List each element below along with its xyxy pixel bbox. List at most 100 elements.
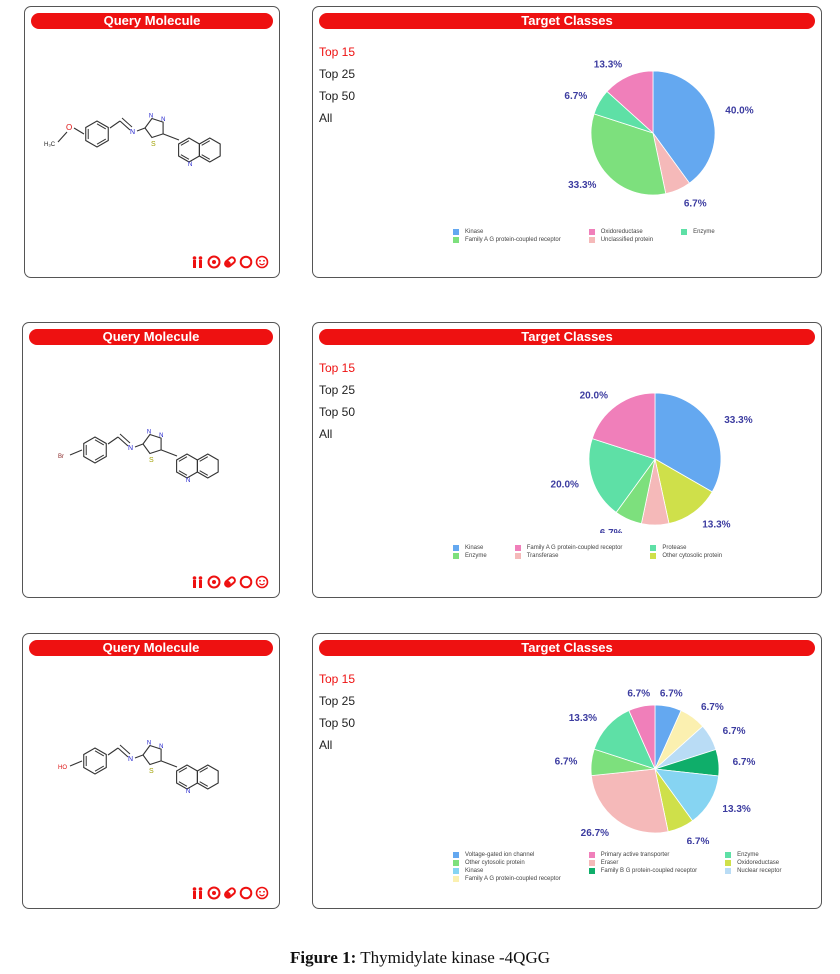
quinoline-pyridine-ring <box>178 137 200 163</box>
slice-label: 26.7% <box>581 828 609 839</box>
slice-label: 13.3% <box>722 804 750 815</box>
option-all[interactable]: All <box>319 111 333 125</box>
option-top-50[interactable]: Top 50 <box>319 89 356 103</box>
people-icon[interactable] <box>191 255 205 269</box>
substituent-label: HO <box>58 765 67 771</box>
molecule-drawing: O H₃C N N N S N <box>44 113 221 168</box>
legend-label: Enzyme <box>693 229 715 235</box>
pie-slice-family-a-g-protein-coupled-receptor[interactable] <box>590 113 667 196</box>
pie-slice-eraser[interactable] <box>590 768 669 834</box>
legend-item[interactable]: Family A G protein-coupled receptor <box>453 237 561 243</box>
legend-swatch <box>650 553 657 559</box>
slice-label: 6.7% <box>660 689 683 700</box>
option-top-50[interactable]: Top 50 <box>319 716 356 730</box>
legend-label: Kinase <box>465 868 484 874</box>
ring-icon[interactable] <box>239 255 253 269</box>
option-all[interactable]: All <box>319 738 333 752</box>
option-all[interactable]: All <box>319 427 333 441</box>
top-n-options: Top 15 Top 25 Top 50 All <box>319 357 355 445</box>
ring-icon[interactable] <box>239 575 253 589</box>
pie-slice-enzyme[interactable] <box>593 710 656 770</box>
slice-label: 6.7% <box>564 91 587 102</box>
legend-label: Family A G protein-coupled receptor <box>465 876 561 882</box>
legend-item[interactable]: Nuclear receptor <box>725 868 781 874</box>
top-n-options: Top 15 Top 25 Top 50 All <box>319 41 355 129</box>
molecule-drawing: HO N N N S N <box>58 740 219 795</box>
option-top-25[interactable]: Top 25 <box>319 67 356 81</box>
legend-label: Oxidoreductase <box>600 229 643 235</box>
target-icon[interactable] <box>207 886 221 900</box>
legend-swatch <box>453 868 459 874</box>
legend-item[interactable]: Enzyme <box>453 553 487 559</box>
option-top-15[interactable]: Top 15 <box>319 672 356 686</box>
option-top-15[interactable]: Top 15 <box>319 45 356 59</box>
legend-label: Nuclear receptor <box>737 868 782 874</box>
option-top-15[interactable]: Top 15 <box>319 361 356 375</box>
legend-item[interactable]: Enzyme <box>725 852 781 858</box>
smiley-icon[interactable] <box>255 255 269 269</box>
legend-item[interactable]: Other cytosolic protein <box>650 553 722 559</box>
legend-item[interactable]: Protease <box>650 545 722 551</box>
legend-item[interactable]: Family B G protein-coupled receptor <box>588 868 697 874</box>
top-n-options: Top 15 Top 25 Top 50 All <box>319 668 355 756</box>
legend-label: Primary active transporter <box>600 852 670 858</box>
quinoline-pyridine-ring <box>176 764 198 790</box>
legend-item[interactable]: Oxidoreductase <box>588 229 653 235</box>
target-classes-header: Target Classes <box>319 13 815 29</box>
legend-item[interactable]: Unclassified protein <box>588 237 653 243</box>
ring-icon[interactable] <box>239 886 253 900</box>
legend-item[interactable]: Family A G protein-coupled receptor <box>514 545 622 551</box>
target-classes-panel: Target Classes Top 15 Top 25 Top 50 All 40.0%… <box>312 6 822 278</box>
legend-swatch <box>725 860 732 866</box>
pie-slice-primary-active-transporter[interactable] <box>628 704 656 770</box>
legend-swatch <box>453 545 459 551</box>
legend-swatch <box>588 229 595 235</box>
option-top-50[interactable]: Top 50 <box>319 405 356 419</box>
legend-item[interactable]: Kinase <box>453 868 561 874</box>
pie-slice-kinase[interactable] <box>654 768 720 822</box>
pill-icon[interactable] <box>223 255 237 269</box>
option-top-25[interactable]: Top 25 <box>319 694 356 708</box>
option-top-25[interactable]: Top 25 <box>319 383 356 397</box>
legend-swatch <box>514 553 521 559</box>
caption-text: Thymidylate kinase -4QGG <box>356 948 550 967</box>
pill-icon[interactable] <box>223 575 237 589</box>
molecule-structure: Br N N N S N <box>58 429 219 484</box>
target-classes-pie-chart: 33.3%13.3%6.7%6.7%20.0%20.0% <box>551 390 753 533</box>
svg-text:N: N <box>161 117 165 123</box>
pill-icon[interactable] <box>223 886 237 900</box>
pie-slice-other-cytosolic-protein[interactable] <box>654 458 713 524</box>
legend-item[interactable]: Oxidoreductase <box>725 860 781 866</box>
slice-label: 20.0% <box>580 390 608 401</box>
molecule-toolbar <box>191 255 269 269</box>
legend-item[interactable]: Eraser <box>588 860 697 866</box>
pie-legend: Kinase Family A G protein-coupled recepto… <box>453 545 722 559</box>
pie-slice-protease[interactable] <box>588 438 656 513</box>
legend-item[interactable]: Other cytosolic protein <box>453 860 561 866</box>
pie-slice-kinase[interactable] <box>652 70 716 184</box>
quinoline-nitrogen: N <box>186 789 190 795</box>
pie-slice-family-a-g-protein-coupled-receptor[interactable] <box>591 392 656 460</box>
legend-item[interactable]: Kinase <box>453 545 487 551</box>
legend-item[interactable]: Primary active transporter <box>588 852 697 858</box>
pie-slice-oxidoreductase[interactable] <box>606 70 654 134</box>
legend-item[interactable]: Family A G protein-coupled receptor <box>453 876 561 882</box>
legend-label: Enzyme <box>465 553 487 559</box>
smiley-icon[interactable] <box>255 886 269 900</box>
smiley-icon[interactable] <box>255 575 269 589</box>
sulfur-atom: S <box>149 457 154 464</box>
people-icon[interactable] <box>191 886 205 900</box>
legend-item[interactable]: Voltage-gated ion channel <box>453 852 561 858</box>
legend-item[interactable]: Transferase <box>514 553 623 559</box>
target-icon[interactable] <box>207 575 221 589</box>
target-icon[interactable] <box>207 255 221 269</box>
legend-item[interactable]: Enzyme <box>681 229 715 235</box>
pie-legend: Voltage-gated ion channel Primary active … <box>453 852 781 882</box>
molecule-structure: HO N N N S N <box>58 740 219 795</box>
slice-label: 6.7% <box>555 757 578 768</box>
people-icon[interactable] <box>191 575 205 589</box>
legend-item[interactable]: Kinase <box>453 229 561 235</box>
target-classes-panel: Target Classes Top 15 Top 25 Top 50 All 6.7% 6… <box>312 633 822 909</box>
pie-slice-kinase[interactable] <box>654 392 722 493</box>
pie-legend: Kinase Oxidoreductase Enzyme Family A G pro… <box>453 229 715 243</box>
